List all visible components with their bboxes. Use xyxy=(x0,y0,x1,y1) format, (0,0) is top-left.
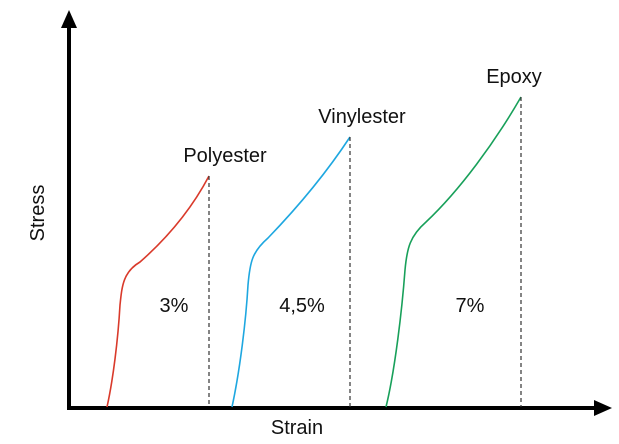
curve-label-vinylester: Vinylester xyxy=(318,106,406,128)
curve-label-epoxy: Epoxy xyxy=(486,66,542,88)
curve-polyester xyxy=(106,175,210,408)
y-axis-arrowhead xyxy=(61,10,77,28)
curve-epoxy xyxy=(385,96,522,408)
strain-label-polyester: 3% xyxy=(160,295,189,317)
curve-label-polyester: Polyester xyxy=(183,145,267,167)
x-axis-label: Strain xyxy=(271,417,323,439)
strain-label-epoxy: 7% xyxy=(456,295,485,317)
y-axis-label: Stress xyxy=(27,185,49,242)
x-axis-arrowhead xyxy=(594,400,612,416)
strain-label-vinylester: 4,5% xyxy=(279,295,325,317)
curve-vinylester xyxy=(231,136,351,408)
